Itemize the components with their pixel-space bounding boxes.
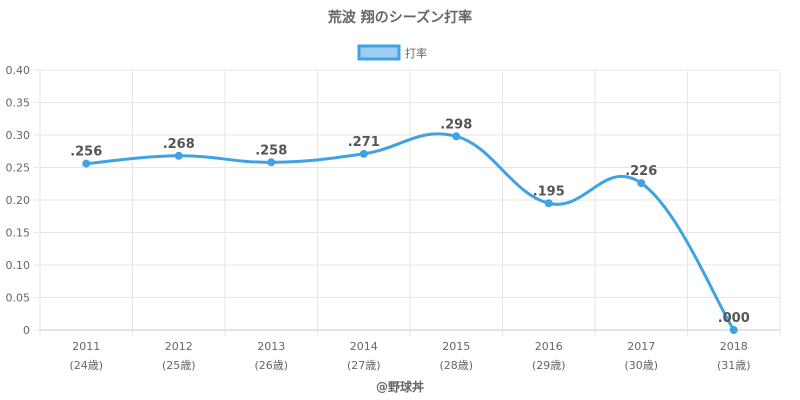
data-label: .268 bbox=[163, 137, 195, 152]
data-label: .195 bbox=[533, 184, 565, 199]
x-tick-sublabel: (24歳) bbox=[69, 359, 103, 372]
data-point bbox=[82, 159, 91, 168]
y-tick-label: 0.25 bbox=[6, 162, 31, 175]
data-label: .271 bbox=[348, 135, 380, 150]
data-point bbox=[452, 132, 461, 141]
x-tick-label: 2016 bbox=[535, 340, 563, 353]
x-tick-label: 2014 bbox=[350, 340, 378, 353]
x-tick-sublabel: (26歳) bbox=[254, 359, 288, 372]
data-labels: .256 .268 .258 .271 .298 .195 .226 .000 bbox=[70, 117, 750, 326]
y-axis-ticks: 0 0.05 0.10 0.15 0.20 0.25 0.30 0.35 0.40 bbox=[6, 64, 31, 337]
x-tick-label: 2013 bbox=[257, 340, 285, 353]
data-point bbox=[637, 179, 646, 188]
x-tick-sublabel: (28歳) bbox=[439, 359, 473, 372]
y-tick-label: 0.30 bbox=[6, 129, 31, 142]
y-tick-label: 0.20 bbox=[6, 194, 31, 207]
data-point bbox=[544, 199, 553, 208]
data-point bbox=[267, 158, 276, 167]
data-label: .256 bbox=[70, 145, 102, 160]
data-label: .226 bbox=[625, 164, 657, 179]
y-tick-label: 0.15 bbox=[6, 227, 31, 240]
x-tick-label: 2011 bbox=[72, 340, 100, 353]
x-tick-label: 2018 bbox=[720, 340, 748, 353]
data-points bbox=[82, 132, 738, 334]
y-tick-label: 0.05 bbox=[6, 292, 31, 305]
x-tick-label: 2012 bbox=[165, 340, 193, 353]
chart-title: 荒波 翔のシーズン打率 bbox=[327, 9, 472, 26]
data-point bbox=[729, 326, 738, 334]
data-label: .298 bbox=[440, 117, 472, 132]
x-tick-sublabel: (30歳) bbox=[624, 359, 658, 372]
y-tick-label: 0.35 bbox=[6, 97, 31, 110]
x-axis-ticks: 2011 (24歳) 2012 (25歳) 2013 (26歳) 2014 (27歳) 2015… bbox=[69, 340, 750, 372]
legend-swatch bbox=[357, 44, 401, 61]
data-label: .000 bbox=[718, 311, 750, 326]
data-point bbox=[174, 151, 183, 160]
x-tick-label: 2015 bbox=[442, 340, 470, 353]
legend-label: 打率 bbox=[405, 46, 427, 60]
x-tick-sublabel: (31歳) bbox=[717, 359, 751, 372]
y-tick-label: 0.40 bbox=[6, 64, 31, 77]
data-point bbox=[359, 149, 368, 158]
x-tick-sublabel: (25歳) bbox=[162, 359, 196, 372]
x-tick-label: 2017 bbox=[627, 340, 655, 353]
x-tick-sublabel: (29歳) bbox=[532, 359, 566, 372]
x-tick-sublabel: (27歳) bbox=[347, 359, 381, 372]
data-label: .258 bbox=[255, 143, 287, 158]
y-tick-label: 0 bbox=[23, 324, 30, 337]
legend[interactable]: 打率 bbox=[357, 44, 427, 61]
grid bbox=[34, 69, 781, 336]
credit-label: @野球丼 bbox=[376, 379, 424, 394]
y-tick-label: 0.10 bbox=[6, 259, 31, 272]
